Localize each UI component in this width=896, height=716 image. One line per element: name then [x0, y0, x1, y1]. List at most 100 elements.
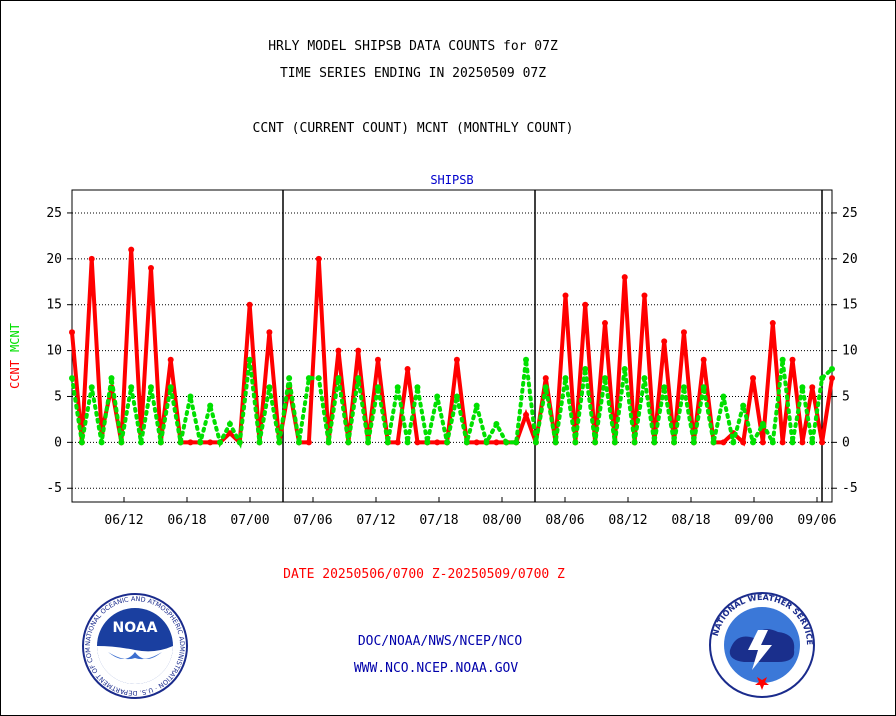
data-point-mcnt: [631, 439, 638, 446]
data-point-mcnt: [611, 439, 618, 446]
data-point-mcnt: [720, 393, 727, 400]
data-point-mcnt: [453, 393, 460, 400]
data-point-mcnt: [789, 439, 796, 446]
y-tick-label-left: 20: [46, 252, 62, 267]
x-tick-label: 08/12: [608, 513, 647, 528]
x-tick-label: 08/18: [671, 513, 710, 528]
y-tick-label-left: 5: [54, 389, 62, 404]
plot-border: [71, 189, 833, 503]
data-point-mcnt: [246, 356, 253, 363]
date-range-label: DATE 20250506/0700 Z-20250509/0700 Z: [283, 567, 565, 582]
data-point-ccnt: [88, 255, 95, 262]
nws-logo: NATIONAL WEATHER SERVICE: [709, 592, 815, 698]
data-point-mcnt: [523, 356, 530, 363]
noaa-logo: NOAA NATIONAL OCEANIC AND ATMOSPHERIC AD…: [80, 592, 188, 699]
data-point-mcnt: [562, 375, 569, 382]
data-point-mcnt: [552, 439, 559, 446]
data-point-mcnt: [108, 375, 115, 382]
data-point-ccnt: [473, 439, 480, 446]
x-tick-label: 09/00: [734, 513, 773, 528]
data-point-ccnt: [759, 439, 766, 446]
data-point-mcnt: [690, 439, 697, 446]
data-point-mcnt: [404, 439, 411, 446]
data-point-mcnt: [463, 439, 470, 446]
data-point-mcnt: [621, 365, 628, 372]
data-point-ccnt: [187, 439, 194, 446]
data-point-ccnt: [266, 329, 273, 336]
data-point-mcnt: [394, 384, 401, 391]
star-icon: [755, 677, 769, 690]
title-line-2: TIME SERIES ENDING IN 20250509 07Z: [279, 66, 547, 81]
data-point-ccnt: [335, 347, 342, 354]
data-point-mcnt: [207, 402, 214, 409]
website-link[interactable]: WWW.NCO.NCEP.NOAA.GOV: [353, 661, 519, 676]
y-tick-label-right: 10: [842, 344, 858, 359]
data-point-ccnt: [434, 439, 441, 446]
x-tick-label: 06/18: [167, 513, 206, 528]
data-point-mcnt: [493, 421, 500, 427]
data-point-ccnt: [305, 439, 312, 446]
data-point-mcnt: [513, 439, 520, 446]
data-point-ccnt: [769, 320, 776, 327]
data-point-mcnt: [740, 402, 747, 409]
data-point-mcnt: [710, 439, 717, 446]
data-point-mcnt: [177, 439, 184, 446]
data-point-ccnt: [414, 439, 421, 446]
data-point-ccnt: [641, 292, 648, 299]
data-point-mcnt: [69, 375, 75, 382]
data-point-mcnt: [167, 384, 174, 391]
data-point-mcnt: [483, 439, 490, 446]
x-tick-label: 09/06: [797, 513, 836, 528]
data-point-mcnt: [671, 439, 678, 446]
data-point-mcnt: [661, 384, 668, 391]
data-point-mcnt: [217, 439, 224, 446]
data-point-mcnt: [286, 375, 293, 382]
data-point-mcnt: [374, 384, 381, 391]
data-point-mcnt: [118, 439, 125, 446]
data-point-mcnt: [473, 402, 480, 409]
data-point-ccnt: [779, 439, 786, 446]
data-point-ccnt: [750, 375, 757, 382]
org-link[interactable]: DOC/NOAA/NWS/NCEP/NCO: [357, 634, 523, 649]
data-point-mcnt: [276, 439, 283, 446]
x-tick-label: 07/18: [419, 513, 458, 528]
data-point-mcnt: [641, 375, 648, 382]
y-axis-label: CCNT MCNT: [8, 323, 22, 389]
data-point-mcnt: [296, 439, 303, 446]
y-tick-label-right: -5: [842, 481, 858, 496]
data-point-mcnt: [779, 356, 786, 363]
data-point-mcnt: [769, 439, 776, 446]
data-point-mcnt: [532, 439, 539, 446]
y-tick-label-right: 0: [842, 435, 850, 450]
data-point-ccnt: [128, 246, 135, 253]
x-tick-label: 08/00: [482, 513, 521, 528]
y-tick-label-left: 0: [54, 435, 62, 450]
noaa-logo-text: NOAA: [113, 620, 158, 636]
data-point-mcnt: [730, 439, 737, 446]
data-point-mcnt: [680, 384, 687, 391]
data-point-mcnt: [829, 365, 835, 372]
series-line-mcnt: [70, 359, 834, 449]
data-point-ccnt: [493, 439, 500, 446]
data-point-ccnt: [700, 356, 707, 363]
data-point-mcnt: [799, 384, 806, 391]
data-point-mcnt: [236, 439, 243, 446]
data-point-ccnt: [246, 301, 253, 308]
data-point-mcnt: [305, 375, 312, 382]
data-point-mcnt: [365, 439, 372, 446]
data-point-mcnt: [601, 375, 608, 382]
data-point-ccnt: [621, 274, 628, 281]
data-point-mcnt: [582, 365, 589, 372]
data-point-ccnt: [374, 356, 381, 363]
data-point-ccnt: [523, 411, 530, 418]
y-tick-label-right: 15: [842, 298, 858, 313]
y-tick-label-right: 5: [842, 389, 850, 404]
data-point-ccnt: [453, 356, 460, 363]
data-point-mcnt: [128, 384, 135, 391]
y-tick-label-left: -5: [46, 481, 62, 496]
data-point-ccnt: [226, 430, 233, 437]
data-point-mcnt: [98, 439, 105, 446]
data-point-ccnt: [809, 384, 816, 391]
y-tick-label-right: 20: [842, 252, 858, 267]
data-point-mcnt: [424, 439, 431, 446]
